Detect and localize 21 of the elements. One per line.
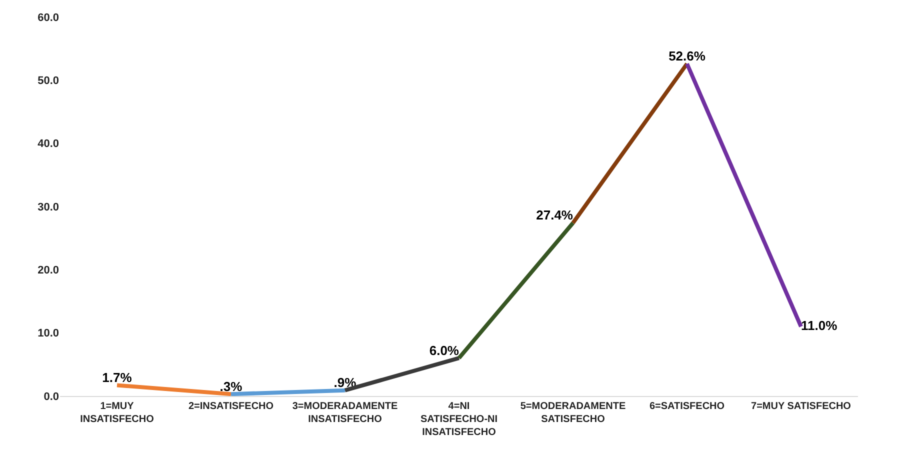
y-tick-label: 30.0 <box>38 201 59 214</box>
x-tick-label: 4=NI SATISFECHO-NI INSATISFECHO <box>420 401 498 438</box>
x-tick-label: 1=MUY INSATISFECHO <box>80 401 154 425</box>
y-tick-label: 20.0 <box>38 264 59 277</box>
data-label: 1.7% <box>102 370 132 386</box>
y-tick-label: 50.0 <box>38 75 59 88</box>
data-label: .3% <box>220 378 243 394</box>
x-tick-label: 5=MODERADAMENTE SATISFECHO <box>520 401 626 425</box>
x-tick-label: 3=MODERADAMENTE INSATISFECHO <box>292 401 398 425</box>
x-tick-label: 2=INSATISFECHO <box>188 401 274 412</box>
x-tick-label: 7=MUY SATISFECHO <box>751 401 852 412</box>
data-label: 52.6% <box>668 48 706 64</box>
data-label: 11.0% <box>801 318 838 333</box>
y-tick-label: 40.0 <box>38 138 59 150</box>
y-tick-label: 60.0 <box>38 12 59 24</box>
data-label: 27.4% <box>536 208 574 223</box>
y-tick-label: 0.0 <box>44 390 59 403</box>
y-tick-label: 10.0 <box>38 328 59 340</box>
data-label: .9% <box>334 375 357 390</box>
x-tick-label: 6=SATISFECHO <box>649 401 725 412</box>
data-label: 6.0% <box>429 342 460 358</box>
